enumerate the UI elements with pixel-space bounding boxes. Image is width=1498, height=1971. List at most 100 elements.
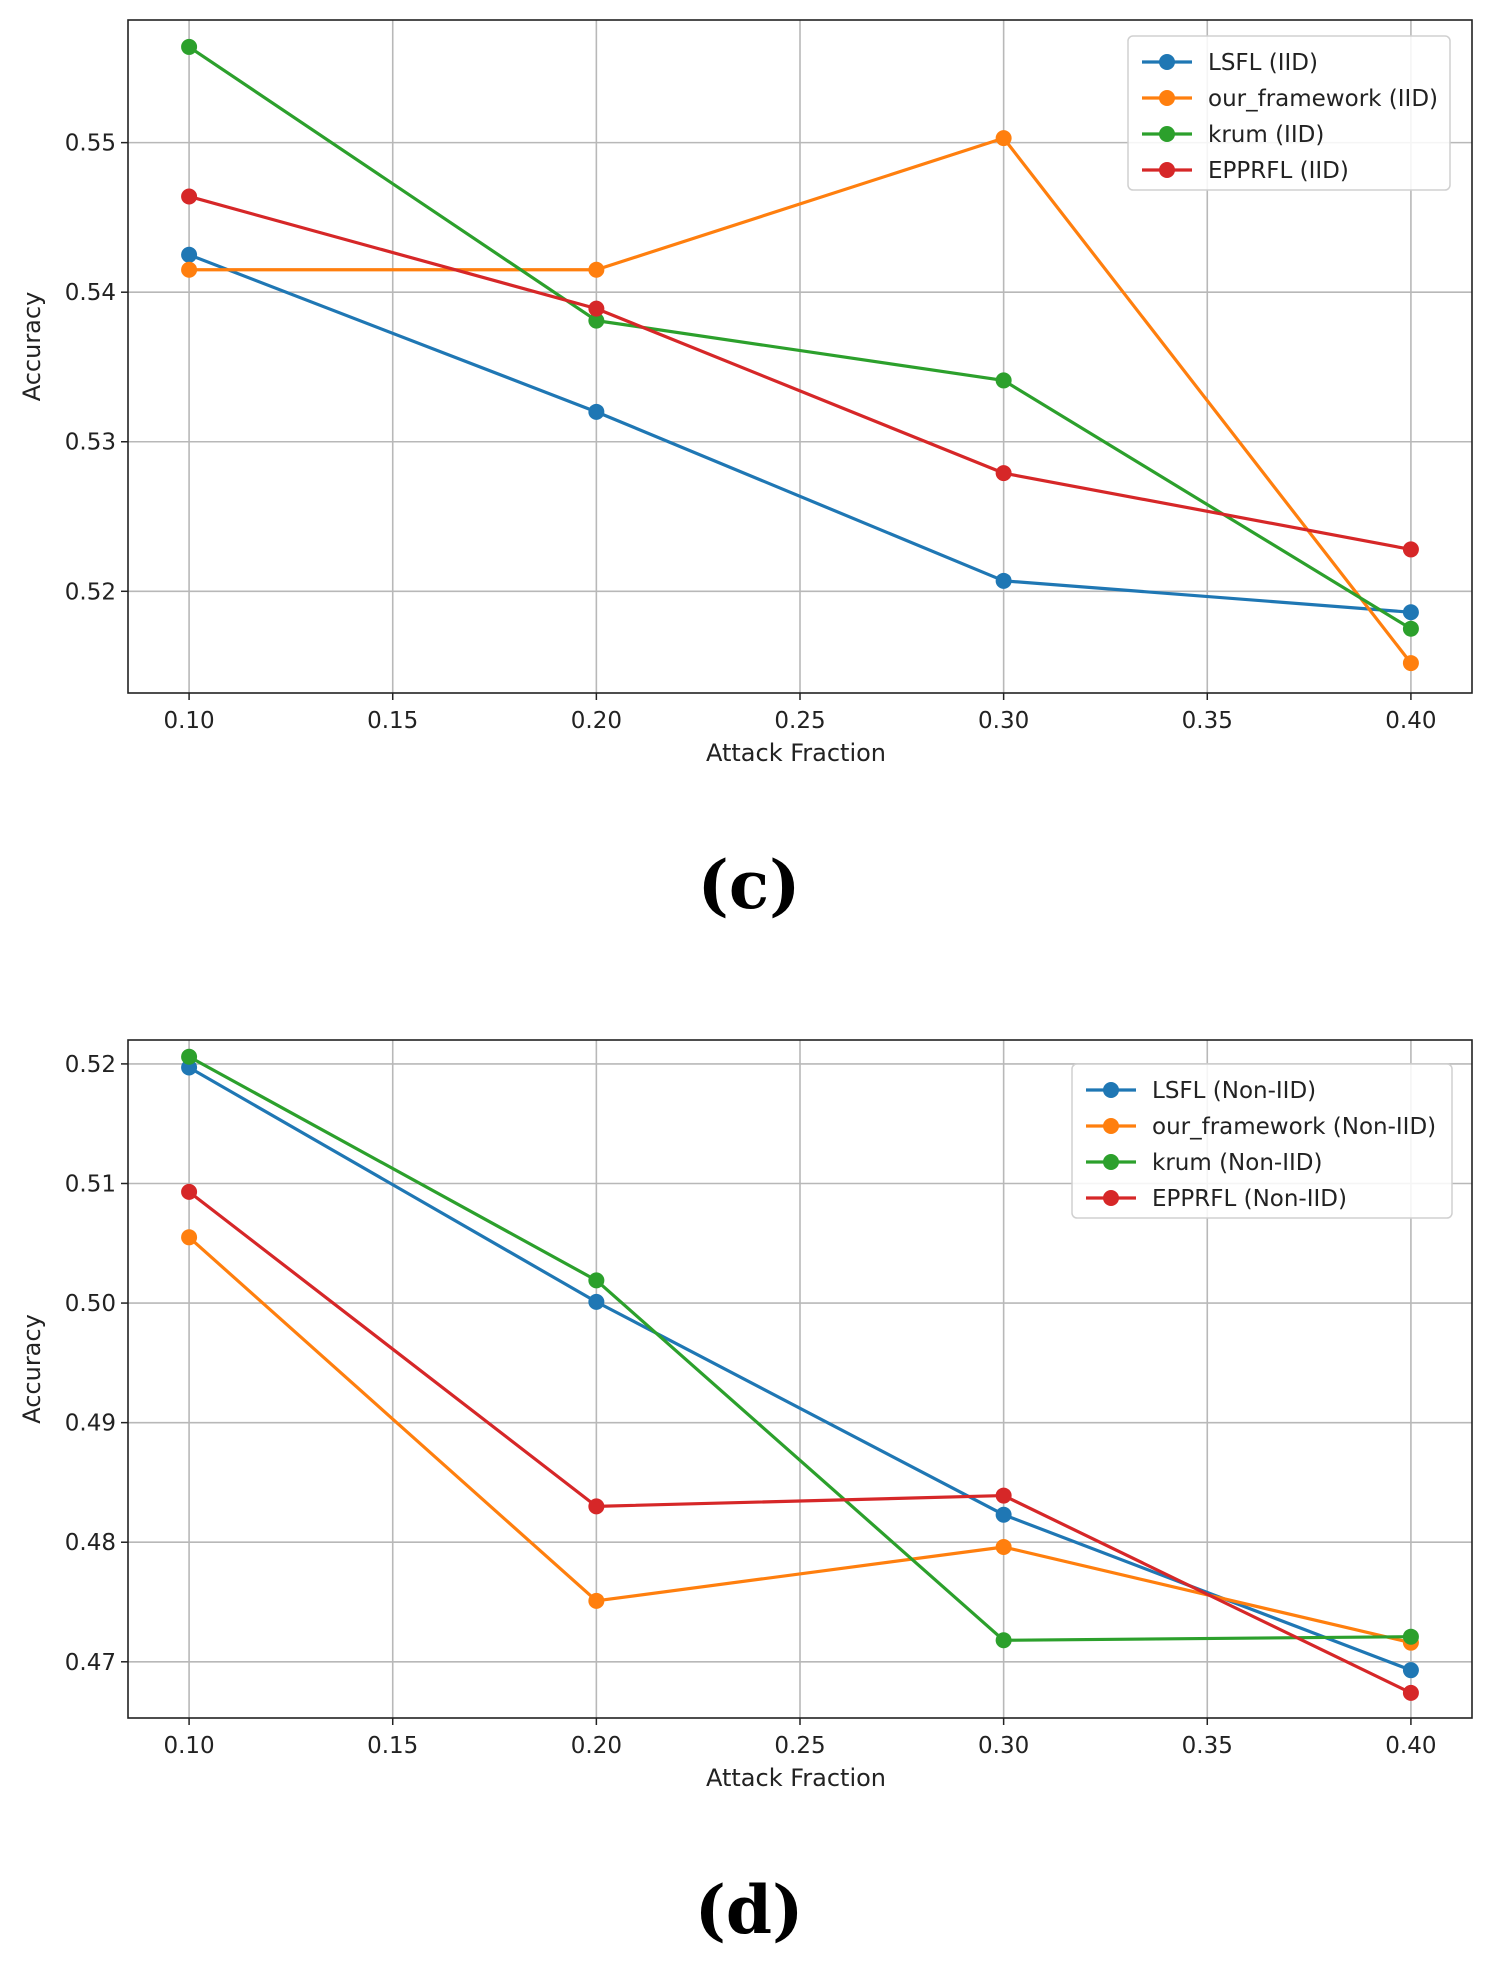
legend-item: krum (IID): [1142, 122, 1324, 148]
data-point: [181, 1229, 198, 1246]
x-tick-label: 0.35: [1182, 1733, 1233, 1759]
y-axis: 0.47 0.48 0.49 0.50 0.51 0.52: [65, 1052, 128, 1676]
legend-label: LSFL (IID): [1208, 50, 1318, 76]
data-point: [588, 261, 605, 278]
data-point: [1402, 1628, 1419, 1645]
data-point: [588, 300, 605, 317]
legend-label: krum (IID): [1208, 122, 1324, 148]
data-point: [995, 372, 1012, 389]
legend-label: LSFL (Non-IID): [1152, 1078, 1316, 1104]
data-point: [588, 1592, 605, 1609]
series-line: [188, 253, 1412, 614]
legend-item: our_framework (IID): [1142, 86, 1438, 112]
legend-label: our_framework (Non-IID): [1152, 1114, 1436, 1140]
legend: LSFL (IID) our_framework (IID) krum (IID) E…: [1127, 35, 1451, 191]
legend-swatch-marker: [1159, 126, 1175, 142]
data-point: [588, 312, 605, 329]
legend-item: krum (Non-IID): [1086, 1150, 1322, 1176]
x-tick-label: 0.30: [978, 708, 1029, 734]
series-1: [181, 246, 1419, 621]
legend-label: EPPRFL (Non-IID): [1152, 1186, 1347, 1212]
data-point: [588, 403, 605, 420]
x-tick-label: 0.10: [163, 1733, 214, 1759]
x-axis-label: Attack Fraction: [706, 1764, 886, 1792]
x-tick-label: 0.35: [1182, 708, 1233, 734]
x-tick-label: 0.25: [774, 1733, 825, 1759]
grid: [128, 1040, 1472, 1718]
legend-label: EPPRFL (IID): [1208, 158, 1349, 184]
x-tick-label: 0.40: [1385, 708, 1436, 734]
legend-item: EPPRFL (Non-IID): [1086, 1186, 1347, 1212]
series-line: [188, 1066, 1412, 1672]
x-axis-label: Attack Fraction: [706, 739, 886, 767]
legend-swatch-marker: [1103, 1190, 1119, 1206]
series-3: [181, 1048, 1419, 1649]
y-tick-label: 0.53: [65, 430, 116, 456]
data-point: [995, 1506, 1012, 1523]
series-4: [181, 1183, 1419, 1701]
figure-caption: (d): [695, 1871, 804, 1949]
y-tick-label: 0.55: [65, 131, 116, 157]
data-point: [1402, 604, 1419, 621]
data-point: [181, 38, 198, 55]
y-tick-label: 0.52: [65, 1052, 116, 1078]
series-2: [181, 130, 1419, 672]
legend-frame: [1071, 1063, 1453, 1219]
data-point: [1402, 1684, 1419, 1701]
data-point: [181, 1183, 198, 1200]
series-line: [188, 1190, 1412, 1695]
legend-label: our_framework (IID): [1208, 86, 1438, 112]
x-tick-label: 0.15: [367, 708, 418, 734]
series-line: [188, 194, 1412, 551]
series-line: [189, 136, 1413, 665]
data-point: [995, 1632, 1012, 1649]
data-point: [995, 465, 1012, 482]
x-tick-label: 0.15: [367, 1733, 418, 1759]
x-tick-label: 0.20: [571, 708, 622, 734]
data-point: [588, 1293, 605, 1310]
series-3: [181, 38, 1419, 637]
legend-swatch-marker: [1103, 1118, 1119, 1134]
y-tick-label: 0.52: [65, 579, 116, 605]
chart-d: 0.10 0.15 0.20 0.25 0.30 0.35 0.40 0.47 0.48 0.49…: [18, 1039, 1473, 1949]
data-point: [588, 1272, 605, 1289]
y-tick-label: 0.54: [65, 280, 116, 306]
x-tick-label: 0.10: [163, 708, 214, 734]
series-line: [188, 45, 1412, 631]
x-tick-label: 0.40: [1385, 1733, 1436, 1759]
x-axis: 0.10 0.15 0.20 0.25 0.30 0.35 0.40: [163, 693, 1437, 734]
data-point: [1402, 541, 1419, 558]
data-point: [181, 1048, 198, 1065]
y-tick-label: 0.51: [65, 1171, 116, 1197]
y-tick-label: 0.50: [65, 1291, 116, 1317]
data-point: [181, 188, 198, 205]
y-tick-label: 0.49: [65, 1411, 116, 1437]
figure-caption: (c): [698, 846, 801, 924]
legend: LSFL (Non-IID) our_framework (Non-IID) kru…: [1071, 1063, 1453, 1219]
data-point: [1402, 655, 1419, 672]
y-axis: 0.52 0.53 0.54 0.55: [65, 131, 128, 605]
legend-frame: [1127, 35, 1451, 191]
legend-item: EPPRFL (IID): [1142, 158, 1349, 184]
legend-swatch-marker: [1159, 90, 1175, 106]
data-point: [1402, 1662, 1419, 1679]
x-tick-label: 0.20: [571, 1733, 622, 1759]
data-point: [995, 572, 1012, 589]
legend-label: krum (Non-IID): [1152, 1150, 1322, 1176]
data-point: [995, 1539, 1012, 1556]
legend-item: LSFL (IID): [1142, 50, 1318, 76]
x-tick-label: 0.30: [978, 1733, 1029, 1759]
series-4: [181, 188, 1419, 558]
data-point: [181, 246, 198, 263]
y-tick-label: 0.48: [65, 1530, 116, 1556]
y-axis-label: Accuracy: [18, 292, 46, 402]
legend-swatch-marker: [1159, 54, 1175, 70]
legend-swatch-marker: [1103, 1082, 1119, 1098]
y-tick-label: 0.47: [65, 1650, 116, 1676]
series-line: [188, 1055, 1411, 1642]
x-tick-label: 0.25: [774, 708, 825, 734]
legend-item: LSFL (Non-IID): [1086, 1078, 1316, 1104]
y-axis-label: Accuracy: [18, 1314, 46, 1424]
legend-swatch-marker: [1103, 1154, 1119, 1170]
